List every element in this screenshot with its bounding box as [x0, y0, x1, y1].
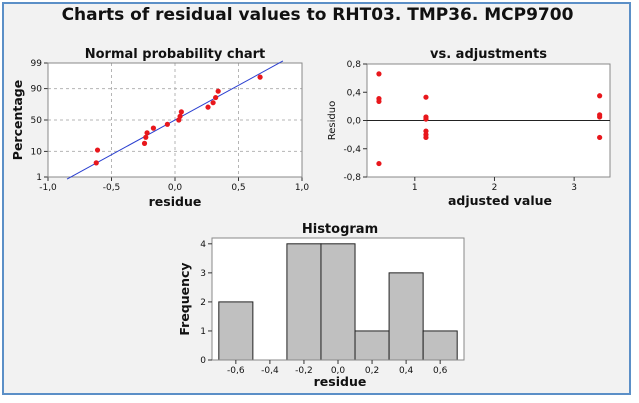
y-tick-label: 4 — [200, 240, 206, 250]
y-tick-label: 0,4 — [347, 88, 362, 98]
y-tick-label: 1 — [200, 327, 206, 337]
data-point — [597, 93, 603, 99]
data-point — [210, 100, 216, 106]
histogram-bar — [422, 330, 458, 361]
data-point — [423, 94, 429, 100]
page-title: Charts of residual values to RHT03. TMP3… — [61, 5, 574, 25]
x-tick-label: -0,4 — [261, 366, 279, 376]
x-axis-label: adjusted value — [448, 193, 552, 208]
data-point — [376, 160, 382, 167]
histogram-bar — [286, 243, 322, 361]
x-tick-label: -0,2 — [295, 366, 313, 376]
y-tick-label: 0,8 — [347, 60, 362, 70]
y-tick-label: 10 — [31, 147, 43, 157]
data-point — [376, 71, 382, 77]
x-tick-label: 3 — [571, 183, 577, 193]
normal-probability-chart: -1,0 -0,5 0,0 0,5 1,0 1 10 50 90 99 Normal probabi… — [10, 47, 309, 209]
data-point — [597, 114, 603, 120]
data-point — [164, 121, 170, 127]
y-tick-label: 99 — [31, 59, 43, 69]
residuals-vs-fits-chart: 1 2 3 -0,8 -0,4 0,0 0,4 0,8 vs. adjustments adjus… — [327, 47, 611, 208]
y-tick-label: -0,4 — [343, 145, 361, 155]
x-tick-label: 1 — [412, 183, 418, 193]
data-point — [141, 140, 148, 146]
data-point — [177, 113, 183, 119]
x-tick-label: -1,0 — [39, 183, 57, 193]
y-tick-label: 50 — [31, 116, 43, 126]
y-tick-label: 1 — [36, 173, 42, 183]
data-point — [597, 134, 603, 141]
y-tick-label: 0,0 — [347, 117, 362, 127]
fit-line — [66, 60, 284, 180]
data-point — [94, 147, 101, 153]
data-point — [150, 125, 157, 131]
y-tick-label: -0,8 — [343, 173, 361, 183]
y-tick-label: 0 — [200, 356, 206, 366]
y-tick-label: 2 — [200, 298, 206, 308]
histogram-chart: -0,6 -0,4 -0,2 0,0 0,2 0,4 0,6 0 1 2 3 4 Histogram re… — [177, 222, 465, 389]
data-point — [205, 104, 211, 110]
histogram-bar — [320, 243, 356, 361]
x-tick-label: 0,5 — [231, 183, 245, 193]
data-point — [144, 130, 150, 136]
histogram-bar — [354, 330, 390, 361]
data-point — [213, 94, 219, 101]
data-point — [143, 134, 149, 140]
x-tick-label: 0,0 — [331, 366, 346, 376]
x-axis-label: residue — [149, 194, 202, 209]
data-point — [423, 116, 429, 122]
data-point — [257, 74, 263, 80]
y-axis-label: Residuo — [327, 101, 338, 140]
x-tick-label: 0,4 — [399, 366, 414, 376]
x-tick-label: -0,6 — [227, 366, 245, 376]
x-tick-label: 1,0 — [295, 183, 310, 193]
y-tick-label: 3 — [200, 269, 206, 279]
data-point — [423, 134, 429, 141]
x-axis-label: residue — [314, 374, 367, 389]
data-point — [93, 160, 99, 166]
y-axis-label: Percentage — [10, 80, 25, 160]
chart-title: Normal probability chart — [85, 47, 266, 62]
data-point — [215, 88, 221, 94]
y-tick-label: 90 — [31, 85, 43, 95]
x-tick-label: 0,2 — [365, 366, 379, 376]
chart-title: Histogram — [302, 222, 378, 237]
y-axis-label: Frequency — [177, 262, 192, 335]
x-tick-label: 0,6 — [433, 366, 448, 376]
x-tick-label: 0,0 — [168, 183, 183, 193]
chart-title: vs. adjustments — [430, 47, 547, 62]
x-tick-label: 2 — [492, 183, 498, 193]
data-point — [376, 98, 382, 105]
data-point — [178, 109, 184, 115]
histogram-bar — [218, 301, 254, 361]
histogram-bar — [388, 272, 424, 361]
plot-border — [47, 62, 303, 178]
x-tick-label: -0,5 — [103, 183, 121, 193]
